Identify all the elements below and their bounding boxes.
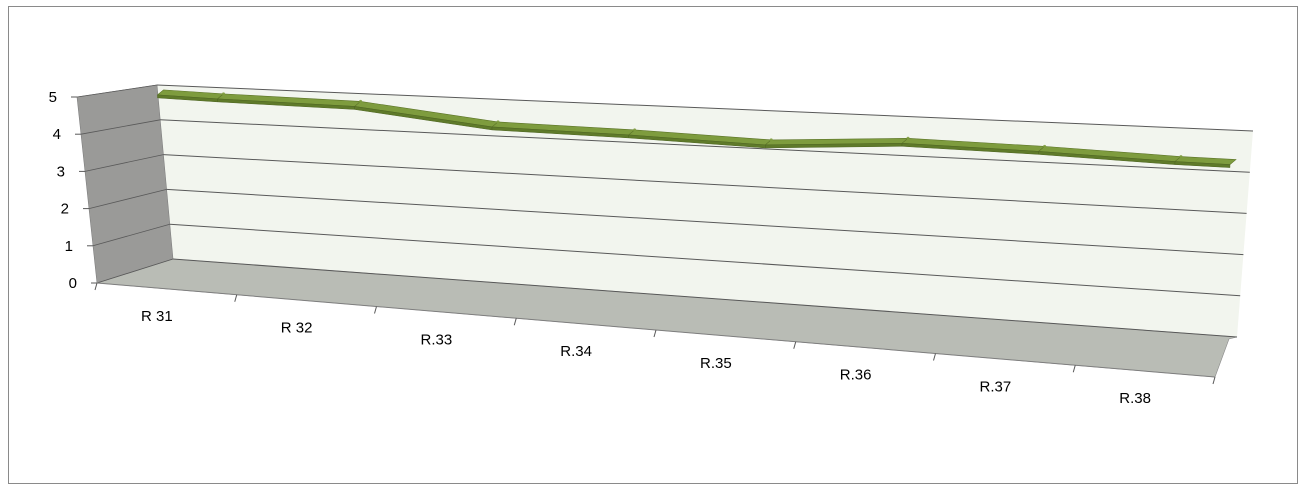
x-tick-label: R.38 [1119, 390, 1151, 407]
y-tick-label: 3 [57, 163, 65, 180]
data-point-R32 [359, 99, 363, 103]
side-gridline-2 [88, 189, 167, 209]
data-point-R33 [496, 120, 500, 124]
x-tick-label: R.37 [980, 378, 1012, 395]
x-tick-label: R.34 [560, 343, 592, 360]
side-gridline-1 [92, 223, 170, 247]
x-tick-mark [1212, 376, 1216, 385]
x-tick-label: R.36 [840, 367, 872, 384]
side-gridline-0 [96, 258, 174, 284]
y-tick-label: 4 [53, 126, 61, 143]
y-tick-label: 2 [61, 201, 69, 218]
side-gridline-5 [76, 84, 158, 98]
x-tick-mark [1072, 365, 1076, 373]
gridline-3 [163, 154, 1247, 214]
y-tick-label: 0 [69, 275, 77, 292]
x-tick-mark [513, 318, 517, 326]
x-tick-mark [234, 294, 238, 302]
x-tick-mark [653, 329, 657, 338]
gridline-0 [172, 258, 1238, 338]
data-point-R36 [906, 136, 910, 140]
side-gridline-3 [84, 154, 164, 172]
side-wall [76, 84, 174, 284]
data-point-R38 [1179, 155, 1183, 159]
data-point-R31 [222, 92, 225, 96]
gridline-5 [156, 84, 1254, 132]
y-tick-label: 5 [49, 89, 57, 106]
chart-frame: 0 1 2 3 4 5 R 31 R 32 R.33 R.34 R.35 R.36 R.37 R.38 [8, 6, 1298, 484]
x-tick-mark [933, 353, 936, 361]
data-point-R34 [633, 128, 637, 132]
x-tick-mark [793, 341, 797, 349]
x-tick-mark [94, 282, 98, 291]
x-tick-label: R.35 [700, 355, 732, 372]
x-tick-mark [374, 306, 377, 314]
y-tick-label: 1 [65, 238, 73, 255]
gridline-4 [160, 119, 1250, 173]
series-ribbon-front [1174, 161, 1231, 168]
x-tick-label: R.33 [421, 331, 453, 348]
line-chart-3d: 0 1 2 3 4 5 R 31 R 32 R.33 R.34 R.35 R.36 R.37 R.38 [49, 84, 1254, 407]
x-tick-label: R 31 [141, 308, 173, 325]
gridline-1 [169, 223, 1241, 297]
gridline-2 [166, 188, 1244, 256]
side-gridline-4 [80, 119, 161, 135]
data-point-R37 [1043, 144, 1047, 148]
x-tick-label: R 32 [281, 320, 313, 337]
data-point-R35 [769, 138, 773, 142]
